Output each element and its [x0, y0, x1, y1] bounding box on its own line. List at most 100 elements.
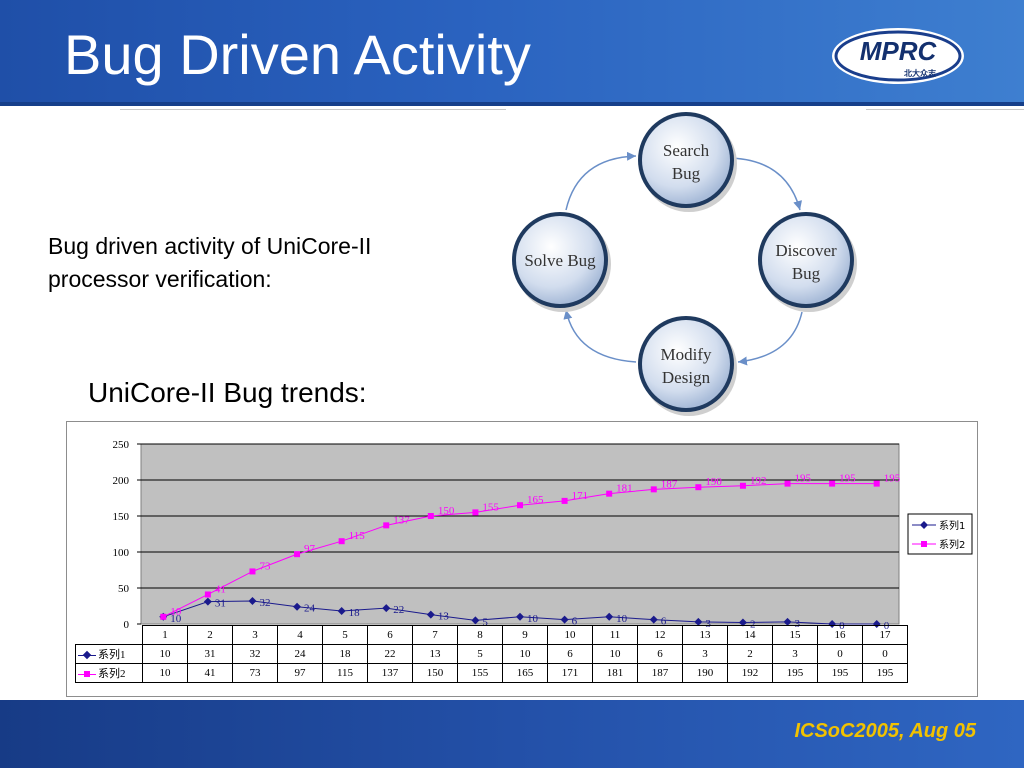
table-value-cell: 137: [367, 663, 413, 683]
data-label: 192: [750, 475, 767, 487]
series1-point: [649, 615, 658, 624]
data-label: 32: [259, 597, 270, 609]
data-label: 73: [259, 560, 271, 572]
data-label: 22: [393, 604, 404, 616]
logo-text: MPRC: [860, 36, 938, 66]
node-label-line2: Bug: [672, 164, 701, 183]
y-tick-label: 50: [118, 583, 130, 595]
series1-point: [783, 617, 792, 626]
node-search-bug: Search Bug: [638, 112, 737, 212]
legend-box: [907, 513, 973, 555]
data-label: 31: [215, 598, 226, 610]
slide-title: Bug Driven Activity: [64, 23, 531, 86]
table-row: 系列2 10 41 73 97 115 137 150 155 165 171 181 187 190 19…: [75, 663, 908, 683]
legend-label-series2: 系列2: [939, 538, 965, 551]
table-category-cell: 11: [592, 625, 638, 645]
series2-point: [427, 513, 434, 519]
header-divider-left: [120, 109, 506, 110]
table-value-cell: 195: [862, 663, 908, 683]
header-divider-right: [866, 109, 1024, 110]
data-label: 10: [170, 606, 182, 618]
series2-point: [204, 591, 211, 598]
table-category-cell: 8: [457, 625, 503, 645]
table-value-cell: 73: [232, 663, 278, 683]
table-value-cell: 31: [187, 644, 233, 664]
table-value-cell: 165: [502, 663, 548, 683]
y-tick-label: 200: [113, 475, 130, 487]
table-category-cell: 10: [547, 625, 593, 645]
table-value-cell: 2: [727, 644, 773, 664]
table-category-cell: 6: [367, 625, 413, 645]
y-tick-label: 150: [113, 511, 130, 523]
description-line-1: Bug driven activity of UniCore-II: [48, 233, 372, 259]
data-label: 155: [482, 501, 499, 513]
data-label: 10: [527, 613, 539, 625]
data-label: 190: [705, 476, 722, 488]
node-modify-design: Modify Design: [638, 316, 737, 416]
plot-area: [140, 443, 900, 625]
data-label: 150: [438, 505, 455, 517]
series2-point: [294, 551, 301, 558]
data-label: 171: [572, 490, 589, 502]
data-label: 3: [705, 618, 711, 630]
series1-point: [560, 615, 569, 624]
table-value-cell: 187: [637, 663, 683, 683]
table-category-cell: 17: [862, 625, 908, 645]
series2-point: [829, 480, 836, 487]
series2-point: [650, 486, 657, 493]
series2-point: [784, 480, 791, 487]
series1-point: [694, 617, 703, 626]
slide-footer: ICSoC2005, Aug 05: [0, 700, 1024, 768]
series2-point: [338, 538, 345, 545]
table-corner: [75, 625, 143, 645]
description-line-2: processor verification:: [48, 266, 272, 292]
bug-cycle-diagram: Search Bug Discover Bug Modify Design Solve Bu…: [512, 112, 857, 416]
mprc-logo: MPRC 北大众志: [832, 28, 964, 84]
series1-point: [920, 521, 928, 529]
table-row: 系列1 10 31 32 24 18 22 13 5 10 6 10 6 3 2 3 0 0: [75, 644, 908, 664]
data-label: 195: [795, 473, 812, 485]
data-label: 97: [304, 543, 316, 555]
table-value-cell: 0: [817, 644, 863, 664]
arrow-search-to-discover: [725, 157, 803, 211]
table-category-cell: 2: [187, 625, 233, 645]
table-series-label: 系列1: [75, 644, 143, 664]
table-category-cell: 13: [682, 625, 728, 645]
data-label: 13: [438, 611, 450, 623]
y-tick-label: 0: [124, 619, 130, 631]
series2-point: [606, 490, 613, 497]
table-value-cell: 115: [322, 663, 368, 683]
node-label-line2: Design: [662, 368, 711, 387]
series1-point: [248, 596, 257, 605]
series2-point: [739, 482, 746, 489]
node-label: Solve Bug: [524, 251, 596, 270]
series2-point: [873, 480, 880, 487]
series-2: 10 41 73 97 115 137 150 155 165 171 181 187 190 192 19…: [160, 473, 901, 620]
table-series-name: 系列1: [98, 649, 126, 661]
series1-point: [203, 597, 212, 606]
data-label: 10: [616, 613, 628, 625]
arrow-solve-to-search: [565, 151, 637, 211]
y-tick-label: 250: [113, 439, 130, 451]
table-value-cell: 181: [592, 663, 638, 683]
data-label: 137: [393, 514, 410, 526]
table-value-cell: 0: [862, 644, 908, 664]
table-value-cell: 155: [457, 663, 503, 683]
data-label: 3: [795, 618, 801, 630]
series2-point: [472, 509, 479, 516]
series2-point: [561, 497, 568, 504]
data-label: 165: [527, 494, 544, 506]
node-label-line2: Bug: [792, 264, 821, 283]
data-label: 6: [661, 616, 667, 628]
table-value-cell: 10: [142, 663, 188, 683]
table-value-cell: 3: [772, 644, 818, 664]
trends-heading: UniCore-II Bug trends:: [88, 377, 367, 408]
table-value-cell: 22: [367, 644, 413, 664]
chart-data-table: 1 2 3 4 5 6 7 8 9 10 11 12 13 14 15 16 17 系列1 10 31 32 24 18 22…: [75, 625, 908, 683]
table-value-cell: 6: [637, 644, 683, 664]
table-value-cell: 97: [277, 663, 323, 683]
table-category-cell: 1: [142, 625, 188, 645]
series2-point: [695, 484, 702, 491]
table-value-cell: 6: [547, 644, 593, 664]
